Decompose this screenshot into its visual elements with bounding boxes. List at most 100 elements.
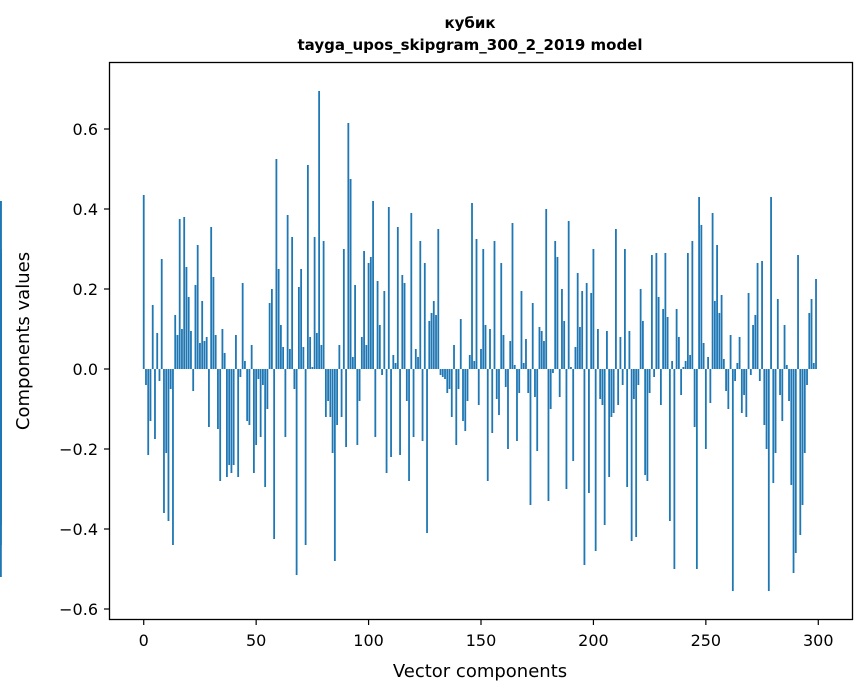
bar	[574, 347, 577, 369]
bar	[390, 369, 392, 457]
bar	[531, 303, 534, 369]
bar	[464, 369, 467, 431]
bar	[363, 251, 365, 369]
bar	[297, 287, 300, 369]
bar	[707, 357, 709, 369]
bar	[516, 369, 518, 441]
bar	[486, 369, 489, 481]
bar	[151, 305, 154, 369]
bar	[244, 361, 246, 369]
bar	[448, 369, 451, 389]
bar	[264, 369, 267, 487]
bar	[790, 369, 793, 485]
bar	[378, 325, 381, 369]
bar	[785, 365, 788, 369]
bar	[747, 293, 750, 369]
bar	[545, 209, 548, 369]
bar	[736, 363, 739, 369]
bar	[239, 369, 242, 377]
bar	[401, 275, 404, 369]
bar	[480, 349, 482, 369]
bar	[354, 285, 356, 369]
x-axis-label: Vector components	[393, 661, 567, 682]
bar	[394, 363, 397, 369]
bar	[664, 253, 667, 369]
bar	[145, 369, 147, 385]
bar	[675, 309, 678, 369]
bar	[329, 369, 332, 417]
y-tick-label: 0.4	[73, 200, 98, 219]
bar	[713, 301, 716, 369]
y-axis-label: Components values	[13, 252, 34, 430]
bar	[513, 365, 516, 369]
bar	[172, 369, 174, 545]
bar	[540, 331, 543, 369]
bar	[561, 289, 563, 369]
bar	[549, 369, 552, 409]
bar	[322, 241, 325, 369]
x-tick-label: 250	[691, 631, 722, 650]
bar	[214, 335, 217, 369]
bar	[686, 253, 689, 369]
bar	[677, 337, 680, 369]
bar	[226, 369, 228, 477]
chart-subtitle: tayga_upos_skipgram_300_2_2019 model	[298, 36, 643, 54]
bar	[459, 319, 462, 369]
bar	[473, 361, 476, 369]
bar	[579, 327, 581, 369]
bar	[163, 369, 165, 513]
bar	[502, 335, 505, 369]
y-tick-label: −0.6	[59, 600, 98, 619]
bar	[527, 369, 530, 393]
bar	[738, 337, 741, 369]
bar	[466, 369, 469, 401]
bar	[808, 313, 811, 369]
bar	[608, 369, 611, 477]
bar	[740, 369, 743, 413]
bar	[745, 369, 748, 417]
bar	[594, 369, 597, 551]
bar	[624, 249, 626, 369]
bar	[246, 369, 249, 421]
bar	[248, 369, 251, 425]
bar	[709, 369, 712, 403]
bar	[273, 369, 276, 539]
bar	[725, 369, 727, 391]
bar	[313, 237, 316, 369]
bar	[781, 369, 784, 421]
bar	[772, 369, 775, 483]
bar	[374, 369, 377, 437]
bar	[414, 349, 417, 369]
y-tick-label: 0.0	[73, 360, 98, 379]
y-tick-label: −0.4	[59, 520, 98, 539]
bar	[439, 369, 442, 375]
bar	[507, 369, 509, 449]
bar	[0, 369, 2, 489]
bar	[286, 215, 289, 369]
bar	[682, 367, 685, 369]
bar	[174, 315, 177, 369]
bar	[331, 369, 334, 453]
bar	[743, 369, 745, 395]
bar	[650, 255, 653, 369]
bar	[538, 327, 541, 369]
y-axis-ticks: −0.6 −0.4 −0.2 0.0 0.2 0.4 0.6	[59, 120, 110, 619]
bar	[655, 253, 658, 369]
bar	[228, 369, 231, 465]
bar	[320, 345, 323, 369]
bar	[718, 313, 721, 369]
bar	[619, 337, 622, 369]
bar	[453, 345, 455, 369]
bar	[223, 353, 226, 369]
bar	[794, 369, 797, 553]
bar	[722, 359, 725, 369]
bar	[282, 347, 285, 369]
bar	[592, 249, 595, 369]
bar	[801, 369, 804, 505]
bar	[576, 273, 579, 369]
bar	[484, 325, 487, 369]
bar	[603, 369, 606, 525]
bar	[250, 345, 253, 369]
bar	[160, 259, 163, 369]
bar	[169, 369, 172, 389]
